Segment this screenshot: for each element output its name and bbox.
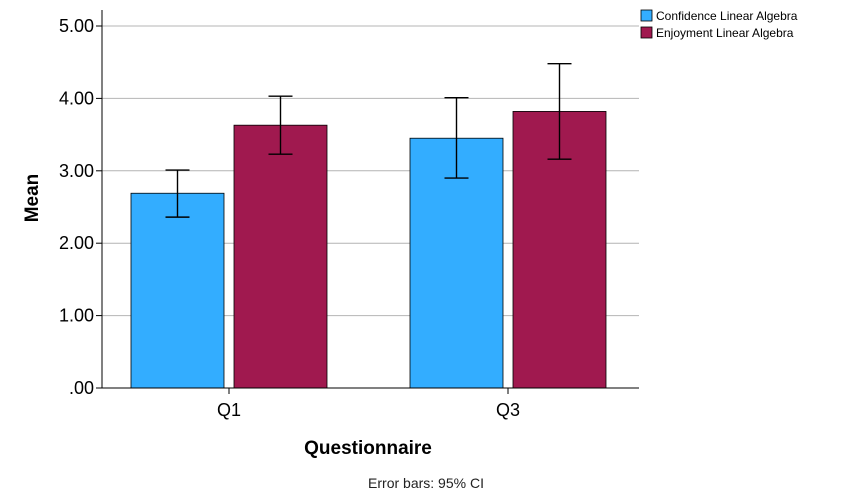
y-tick-label: 2.00: [59, 233, 94, 253]
y-tick-label: 3.00: [59, 161, 94, 181]
y-tick-label: 4.00: [59, 88, 94, 108]
legend-label-enjoyment: Enjoyment Linear Algebra: [656, 26, 794, 40]
x-category-labels: Q1 Q3: [217, 400, 520, 420]
y-tick-label: 5.00: [59, 16, 94, 36]
y-tick-label: 1.00: [59, 306, 94, 326]
legend-label-confidence: Confidence Linear Algebra: [656, 9, 798, 23]
error-bars: [165, 62, 572, 218]
error-bars-note: Error bars: 95% CI: [368, 475, 484, 491]
bars: [130, 111, 607, 389]
bar-enjoyment-q1: [233, 124, 328, 389]
y-tick-label: .00: [69, 378, 94, 398]
x-category-label: Q3: [496, 400, 520, 420]
axes: [96, 10, 639, 394]
y-axis-title: Mean: [22, 174, 43, 223]
legend-swatch-confidence: [640, 9, 653, 22]
x-axis-title: Questionnaire: [304, 438, 432, 459]
bar-confidence-q1: [130, 192, 225, 389]
x-category-label: Q1: [217, 400, 241, 420]
y-tick-labels: .00 1.00 2.00 3.00 4.00 5.00: [59, 16, 94, 398]
legend-swatch-enjoyment: [640, 26, 653, 39]
bar-enjoyment-q3: [512, 111, 607, 389]
legend: Confidence Linear Algebra Enjoyment Line…: [640, 9, 798, 40]
bar-confidence-q3: [409, 137, 504, 389]
